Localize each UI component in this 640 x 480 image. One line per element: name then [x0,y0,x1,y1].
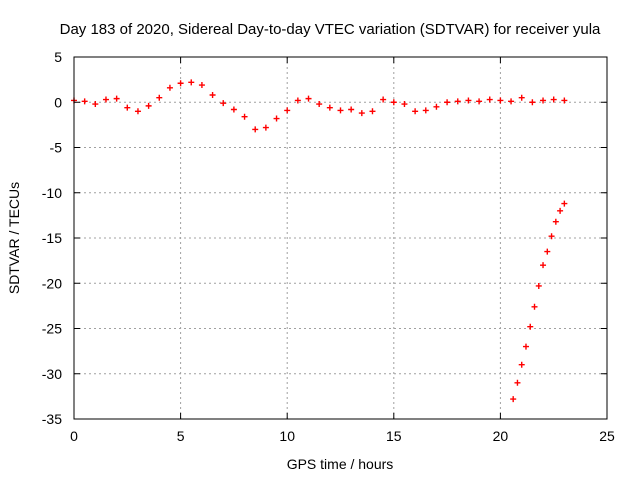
data-point [454,98,461,105]
data-point [548,233,555,240]
data-point [433,103,440,110]
y-tick-label: -35 [42,411,62,427]
y-tick-label: 5 [54,49,62,65]
data-point [198,82,205,89]
data-point [102,96,109,103]
data-point [552,218,559,225]
data-point [422,107,429,114]
data-point [476,98,483,105]
y-tick-label: -15 [42,230,62,246]
data-point [113,95,120,102]
data-point [561,97,568,104]
data-point [273,115,280,122]
y-tick-label: -30 [42,366,62,382]
data-point [284,107,291,114]
data-point [305,95,312,102]
data-point [262,124,269,131]
data-point [124,104,131,111]
x-tick-label: 10 [279,428,295,444]
data-point [561,200,568,207]
data-point [510,396,517,403]
data-point [380,96,387,103]
data-point [209,92,216,99]
chart-title: Day 183 of 2020, Sidereal Day-to-day VTE… [60,21,601,38]
x-axis-label: GPS time / hours [287,456,394,472]
data-point [544,248,551,255]
x-tick-label: 20 [493,428,509,444]
data-point [529,99,536,106]
data-point [535,282,542,289]
data-point [508,98,515,105]
y-axis-ticks: -35 -30 -25 -20 -15 -10 -5 0 5 [42,49,607,427]
data-point [326,104,333,111]
data-point [92,101,99,108]
data-point [540,262,547,269]
data-point [337,107,344,114]
data-point [241,113,248,120]
grid-lines [74,57,607,419]
series-0 [71,79,568,133]
series-1 [510,200,568,403]
data-point [497,97,504,104]
data-point [518,361,525,368]
data-point [540,97,547,104]
data-point [358,110,365,117]
data-point [527,323,534,330]
x-tick-label: 0 [70,428,78,444]
data-point [220,100,227,107]
data-point [444,99,451,106]
data-point [486,96,493,103]
data-point [514,379,521,386]
data-point [145,102,152,109]
data-point [294,97,301,104]
data-points [71,79,568,403]
y-tick-label: -25 [42,321,62,337]
data-point [522,343,529,350]
x-tick-label: 25 [599,428,615,444]
data-point [252,126,259,133]
data-point [390,99,397,106]
y-tick-label: 0 [54,94,62,110]
data-point [401,101,408,108]
y-axis-label: SDTVAR / TECUs [6,182,22,294]
x-axis-ticks: 0 5 10 15 20 25 [70,57,615,444]
y-tick-label: -5 [50,140,63,156]
data-point [550,96,557,103]
data-point [348,106,355,113]
data-point [166,84,173,91]
data-point [134,108,141,115]
y-tick-label: -20 [42,275,62,291]
y-tick-label: -10 [42,185,62,201]
data-point [156,94,163,101]
data-point [465,97,472,104]
x-tick-label: 5 [177,428,185,444]
data-point [557,207,564,214]
data-point [188,79,195,86]
data-point [230,106,237,113]
data-point [81,98,88,105]
x-tick-label: 15 [386,428,402,444]
data-point [518,94,525,101]
data-point [412,108,419,115]
data-point [177,80,184,87]
data-point [316,101,323,108]
data-point [531,303,538,310]
data-point [369,108,376,115]
